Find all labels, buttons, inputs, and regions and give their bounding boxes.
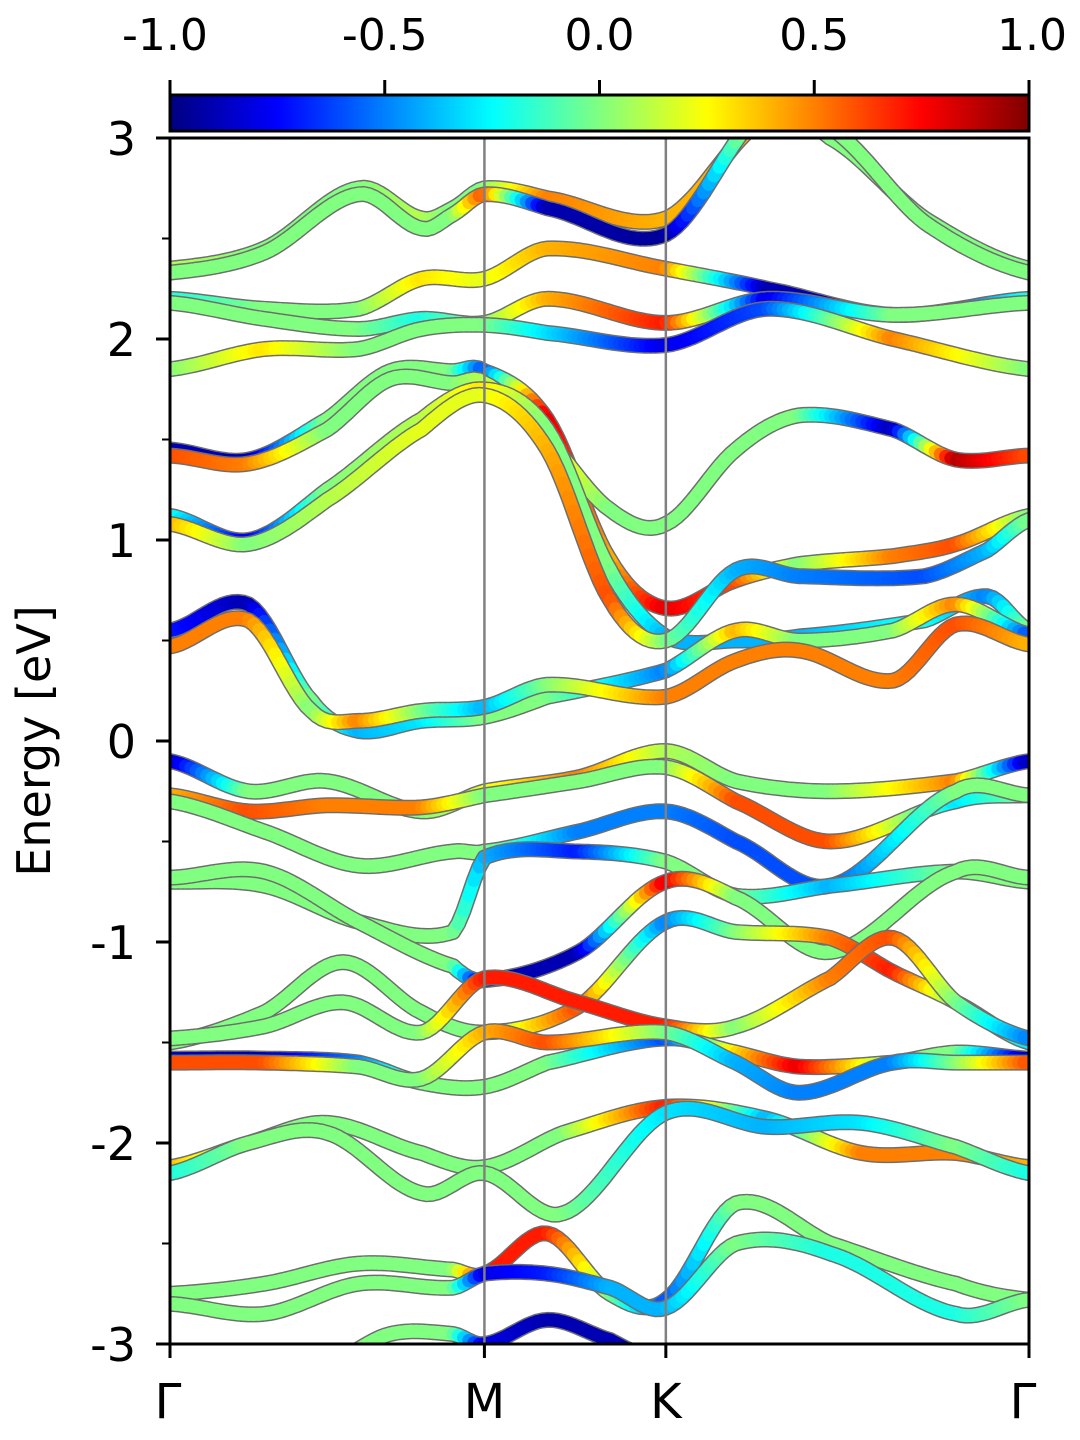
y-tick-label: 3 — [107, 112, 136, 166]
colorbar-tick-label: -0.5 — [342, 10, 428, 61]
band-segment — [343, 1355, 348, 1358]
y-tick-label: 2 — [107, 313, 136, 367]
band-segment — [354, 1339, 371, 1344]
band-segment — [614, 1339, 631, 1344]
y-tick-label: 0 — [107, 715, 136, 769]
band-segment — [333, 1361, 338, 1363]
bands-layer — [170, 138, 1029, 1365]
band-20 — [170, 1023, 1029, 1101]
colorbar-tick-label: 1.0 — [997, 10, 1067, 61]
y-axis-label: Energy [eV] — [7, 605, 61, 876]
band-segment — [621, 1341, 633, 1344]
high-symmetry-lines — [483, 138, 668, 1344]
y-axis: -3 -2 -1 0 1 2 3 — [90, 112, 170, 1372]
band-5 — [170, 300, 1029, 378]
y-tick-label: -2 — [90, 1117, 136, 1171]
x-tick-label-Γ: Γ — [1010, 1374, 1037, 1430]
band-segment — [338, 1358, 343, 1361]
band-segment — [348, 1352, 353, 1355]
plot-area: -3 -2 -1 0 1 2 3 Γ M K Γ — [90, 112, 1037, 1430]
x-tick-label-K: K — [650, 1374, 683, 1430]
colorbar: -1.0 -0.5 0.0 0.5 1.0 — [122, 10, 1067, 133]
band-4 — [170, 290, 1029, 337]
colorbar-gradient — [168, 93, 1031, 133]
colorbar-tick-label: 0.0 — [565, 10, 635, 61]
band-10 — [170, 593, 1029, 740]
y-tick-label: 1 — [107, 514, 136, 568]
band-7 — [170, 368, 1029, 536]
band-11 — [170, 610, 1029, 731]
band-2 — [170, 138, 1029, 281]
band-15 — [170, 841, 1029, 944]
colorbar-ticks: -1.0 -0.5 0.0 0.5 1.0 — [122, 10, 1067, 95]
band-9 — [170, 386, 1029, 650]
band-segment — [631, 1351, 636, 1353]
band-segment — [354, 1342, 363, 1344]
colorbar-tick-label: -1.0 — [122, 10, 208, 61]
band-13 — [170, 758, 1029, 850]
y-tick-label: -3 — [90, 1318, 136, 1372]
band-24 — [170, 1231, 1029, 1324]
colorbar-tick-label: 0.5 — [779, 10, 849, 61]
band-segment — [636, 1353, 641, 1354]
x-tick-label-Γ: Γ — [155, 1374, 182, 1430]
y-tick-label: -1 — [90, 916, 136, 970]
band-23 — [170, 1193, 1029, 1316]
band-segment — [327, 1363, 332, 1365]
x-tick-label-M: M — [464, 1374, 505, 1430]
